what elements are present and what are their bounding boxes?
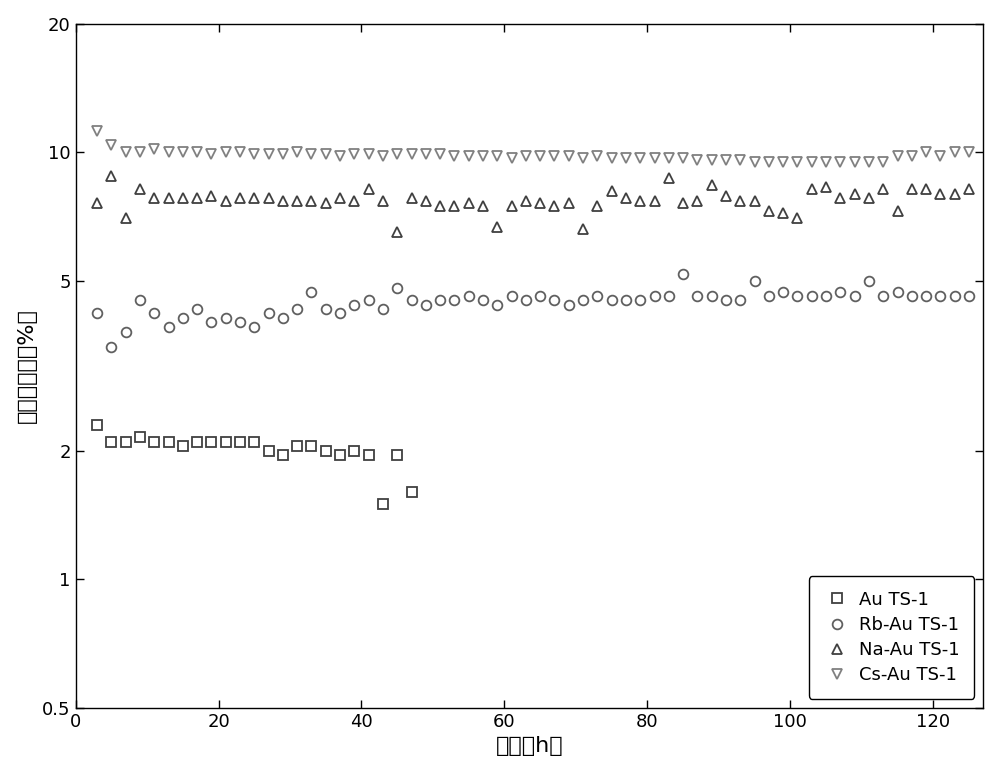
Au TS-1 [91,421,103,430]
Legend: Au TS-1, Rb-Au TS-1, Na-Au TS-1, Cs-Au TS-1: Au TS-1, Rb-Au TS-1, Na-Au TS-1, Cs-Au T… [809,577,974,699]
Cs-Au TS-1 [963,148,975,157]
Rb-Au TS-1 [534,291,546,301]
Na-Au TS-1 [963,185,975,194]
Au TS-1 [320,446,332,455]
Rb-Au TS-1 [677,269,689,278]
Cs-Au TS-1 [520,152,532,161]
Na-Au TS-1 [105,172,117,181]
Au TS-1 [148,437,160,446]
Na-Au TS-1 [177,194,189,203]
X-axis label: 时间（h）: 时间（h） [496,737,563,756]
Au TS-1 [248,437,260,446]
Au TS-1 [205,437,217,446]
Rb-Au TS-1 [877,291,889,301]
Na-Au TS-1 [277,196,289,206]
Au TS-1 [363,451,375,460]
Au TS-1 [191,437,203,446]
Na-Au TS-1 [877,185,889,194]
Rb-Au TS-1 [334,308,346,318]
Au TS-1 [305,441,317,451]
Au TS-1 [334,451,346,460]
Au TS-1 [234,437,246,446]
Na-Au TS-1 [391,227,403,237]
Na-Au TS-1 [548,201,560,210]
Rb-Au TS-1 [105,342,117,352]
Na-Au TS-1 [334,194,346,203]
Line: Rb-Au TS-1: Rb-Au TS-1 [92,269,974,352]
Cs-Au TS-1 [163,148,175,157]
Au TS-1 [177,441,189,451]
Cs-Au TS-1 [749,157,761,166]
Au TS-1 [377,499,389,509]
Line: Na-Au TS-1: Na-Au TS-1 [92,171,974,237]
Au TS-1 [263,446,275,455]
Line: Au TS-1: Au TS-1 [92,420,416,509]
Rb-Au TS-1 [177,313,189,322]
Au TS-1 [277,451,289,460]
Line: Cs-Au TS-1: Cs-Au TS-1 [92,126,974,167]
Cs-Au TS-1 [91,127,103,136]
Cs-Au TS-1 [620,153,632,162]
Cs-Au TS-1 [263,149,275,158]
Au TS-1 [120,437,132,446]
Rb-Au TS-1 [277,313,289,322]
Au TS-1 [105,437,117,446]
Cs-Au TS-1 [863,157,875,166]
Rb-Au TS-1 [634,296,646,305]
Au TS-1 [291,441,303,451]
Au TS-1 [391,451,403,460]
Y-axis label: 丙烯转化率（%）: 丙烯转化率（%） [17,308,37,424]
Au TS-1 [348,446,360,455]
Na-Au TS-1 [649,196,661,206]
Rb-Au TS-1 [91,308,103,318]
Au TS-1 [406,488,418,497]
Cs-Au TS-1 [320,149,332,158]
Rb-Au TS-1 [963,291,975,301]
Au TS-1 [220,437,232,446]
Au TS-1 [163,437,175,446]
Au TS-1 [134,433,146,442]
Na-Au TS-1 [91,199,103,208]
